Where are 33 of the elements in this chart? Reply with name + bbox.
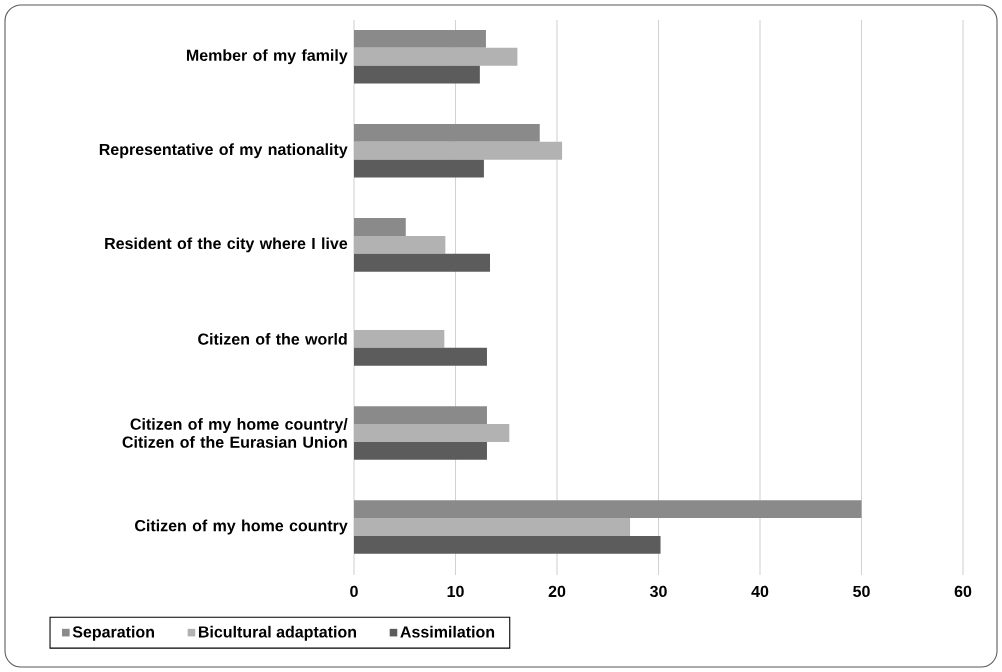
x-tick-label: 50 bbox=[853, 585, 870, 598]
bar bbox=[354, 123, 540, 142]
bar bbox=[354, 347, 487, 366]
bar bbox=[354, 424, 510, 442]
bar bbox=[354, 235, 446, 254]
y-tick-label: Citizen of my home country/ Citizen of the Eurasian Union bbox=[122, 418, 348, 448]
y-tick-label: Resident of the city where I live bbox=[105, 237, 348, 253]
bar bbox=[354, 218, 406, 236]
bar bbox=[354, 329, 445, 348]
x-tick-label: 40 bbox=[751, 585, 769, 598]
x-tick-label: 30 bbox=[649, 585, 667, 598]
bar bbox=[354, 29, 486, 48]
bar bbox=[354, 500, 862, 519]
y-tick-label: Representative of my nationality bbox=[99, 143, 348, 159]
x-tick-label: 20 bbox=[548, 585, 566, 598]
bar bbox=[354, 159, 484, 178]
bar bbox=[354, 65, 480, 84]
x-tick-label: 10 bbox=[447, 585, 464, 598]
legend-label: Bicultural adaptation bbox=[198, 625, 357, 641]
bar bbox=[354, 518, 631, 536]
y-tick-label: Citizen of the world bbox=[198, 333, 347, 345]
legend-label: Assimilation bbox=[400, 625, 495, 638]
y-tick-label: Citizen of my home country bbox=[135, 519, 348, 535]
bar bbox=[354, 47, 518, 66]
y-tick-label: Member of my family bbox=[186, 49, 348, 65]
x-tick-label: 60 bbox=[954, 585, 972, 598]
legend-label: Separation bbox=[72, 625, 154, 641]
bar bbox=[354, 441, 487, 460]
x-tick-label: 0 bbox=[350, 585, 358, 598]
bar bbox=[354, 141, 563, 160]
bar bbox=[354, 535, 661, 554]
bar bbox=[354, 253, 491, 272]
bar bbox=[354, 406, 487, 425]
